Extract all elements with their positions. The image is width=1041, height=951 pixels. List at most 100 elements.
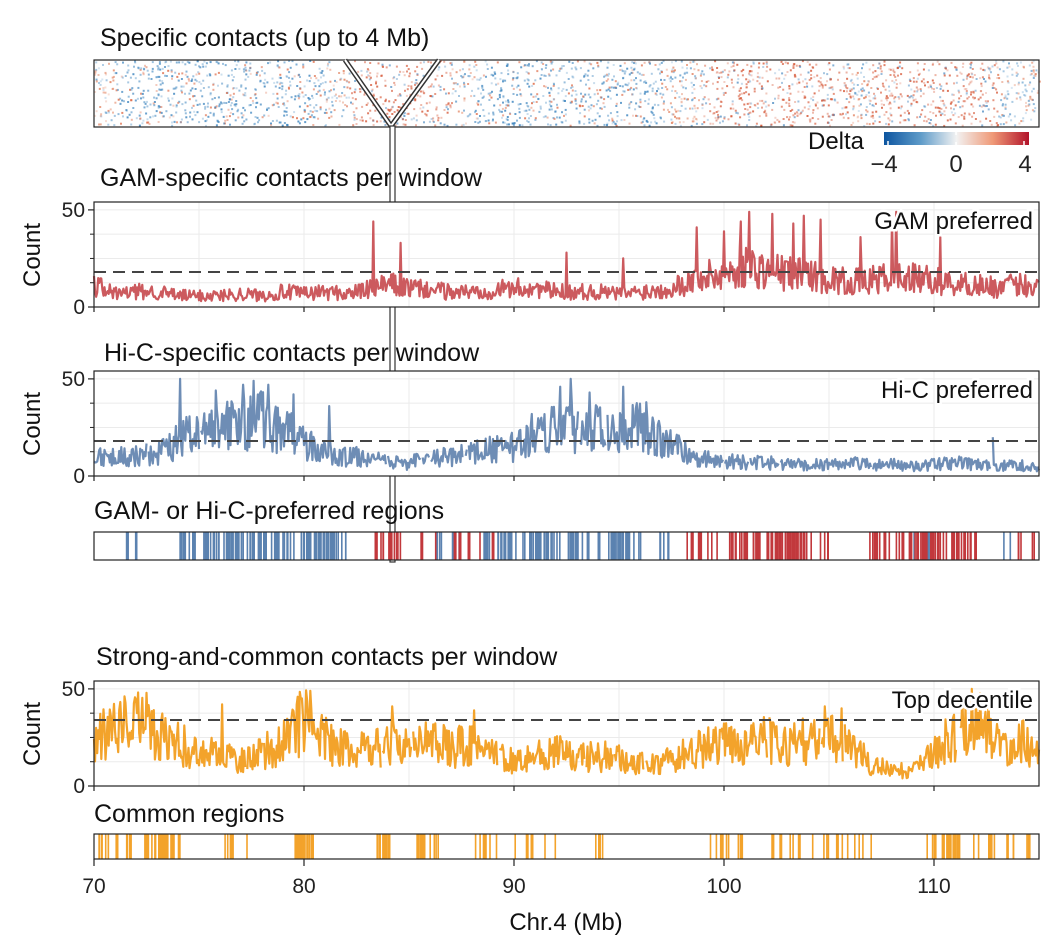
heatmap-cell [706, 118, 709, 121]
heatmap-cell [818, 89, 820, 92]
heatmap-cell [185, 70, 188, 73]
heatmap-cell [611, 119, 614, 122]
heatmap-cell [129, 76, 132, 79]
heatmap-cell [1023, 66, 1025, 69]
hic-preferred-region [529, 532, 532, 560]
heatmap-cell [270, 122, 272, 125]
heatmap-cell [711, 69, 714, 72]
heatmap-cell [599, 89, 602, 92]
heatmap-cell [589, 96, 592, 99]
heatmap-cell [271, 120, 274, 122]
heatmap-cell [463, 97, 466, 100]
heatmap-cell [579, 112, 582, 115]
heatmap-cell [351, 102, 354, 105]
heatmap-cell [716, 117, 719, 120]
heatmap-cell [277, 106, 280, 108]
heatmap-cell [723, 117, 726, 120]
heatmap-cell [308, 80, 311, 83]
hic-preferred-region [571, 532, 574, 560]
heatmap-cell [306, 79, 309, 82]
heatmap-cell [215, 60, 218, 63]
heatmap-cell [127, 101, 130, 103]
heatmap-cell [550, 105, 553, 108]
heatmap-cell [432, 119, 435, 122]
common-regions-track [93, 833, 1040, 860]
heatmap-cell [121, 111, 124, 114]
heatmap-cell [233, 103, 236, 106]
common-region [973, 834, 975, 859]
heatmap-cell [553, 83, 555, 86]
heatmap-cell [112, 111, 114, 114]
heatmap-cell [1003, 114, 1005, 117]
heatmap-cell [653, 117, 656, 120]
common-region [988, 834, 991, 859]
hic-preferred-region [574, 532, 577, 560]
heatmap-cell [308, 98, 311, 100]
heatmap-cell [899, 121, 902, 124]
heatmap-cell [697, 69, 700, 72]
heatmap-cell [857, 120, 860, 123]
heatmap-cell [160, 111, 163, 114]
heatmap-cell [636, 115, 639, 117]
heatmap-cell [1014, 124, 1017, 127]
heatmap-cell [637, 105, 640, 108]
gam-preferred-region [479, 532, 481, 560]
heatmap-cell [895, 86, 898, 89]
common-region [382, 834, 384, 859]
heatmap-cell [155, 90, 158, 92]
heatmap-cell [888, 85, 890, 88]
heatmap-cell [943, 110, 946, 113]
gam-preferred-region [898, 532, 901, 560]
heatmap-cell [766, 65, 769, 68]
heatmap-cell [571, 62, 574, 64]
heatmap-cell [222, 62, 224, 65]
heatmap-cell [251, 100, 254, 102]
heatmap-cell [722, 93, 725, 96]
common-region [715, 834, 718, 859]
heatmap-cell [810, 69, 813, 72]
heatmap-cell [583, 108, 586, 111]
heatmap-cell [473, 76, 476, 79]
heatmap-cell [553, 98, 556, 101]
heatmap-cell [845, 106, 848, 109]
heatmap-cell [748, 119, 751, 121]
common-region [101, 834, 103, 859]
common-region [514, 834, 516, 859]
heatmap-cell [799, 112, 802, 115]
heatmap-cell [1032, 65, 1035, 68]
heatmap-cell [484, 120, 487, 123]
hic-preferred-region [309, 532, 312, 560]
heatmap-cell [979, 96, 982, 99]
heatmap-cell [846, 111, 849, 114]
heatmap-cell [419, 107, 422, 110]
heatmap-cell [525, 109, 528, 112]
heatmap-cell [288, 87, 290, 90]
heatmap-cell [874, 70, 877, 73]
heatmap-cell [678, 96, 681, 99]
heatmap-cell [723, 116, 726, 118]
hic-preferred-region [134, 532, 137, 560]
heatmap-cell [548, 94, 551, 97]
heatmap-cell [270, 124, 273, 127]
heatmap-cell [474, 111, 476, 114]
heatmap-cell [363, 93, 366, 96]
heatmap-cell [941, 112, 944, 115]
heatmap-cell [151, 67, 154, 70]
heatmap-cell [642, 73, 645, 76]
hic-preferred-region [436, 532, 438, 560]
heatmap-cell [953, 82, 955, 85]
heatmap-cell [737, 122, 740, 125]
heatmap-cell [1022, 117, 1025, 120]
common-region [771, 834, 775, 859]
heatmap-cell [105, 100, 108, 103]
heatmap-cell [209, 74, 212, 77]
heatmap-cell [187, 78, 190, 81]
heatmap-cell [969, 81, 972, 84]
heatmap-cell [157, 105, 160, 108]
heatmap-cell [695, 117, 698, 120]
heatmap-cell [962, 62, 965, 65]
heatmap-cell [616, 120, 618, 123]
heatmap-cell [122, 115, 124, 118]
heatmap-cell [849, 90, 852, 92]
heatmap-cell [1005, 121, 1008, 124]
